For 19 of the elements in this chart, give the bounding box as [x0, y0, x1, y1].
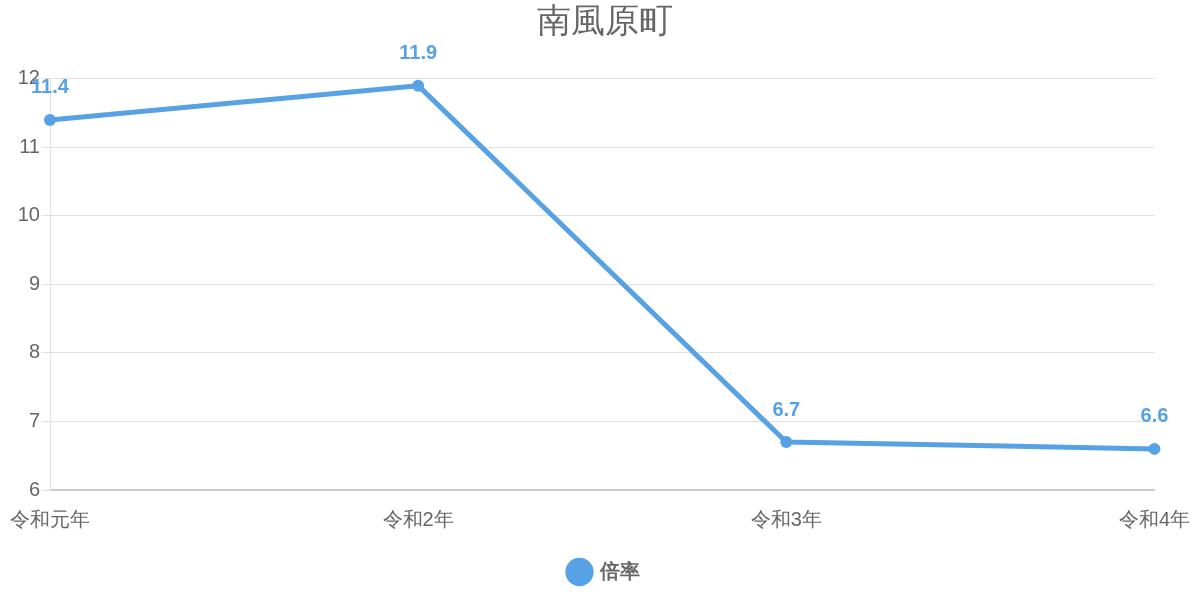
- x-tick-label: 令和元年: [10, 507, 90, 530]
- point: [412, 79, 425, 92]
- y-tick-label: 10: [17, 203, 40, 226]
- x-tick-label: 令和4年: [1118, 507, 1190, 530]
- y-tick-label: 9: [28, 271, 40, 294]
- y-tick-label: 7: [28, 408, 40, 431]
- point: [44, 113, 56, 126]
- y-tick-label: 6: [28, 477, 40, 500]
- chart-title: 南風原町: [536, 0, 673, 39]
- y-tick-label: 11: [19, 134, 40, 157]
- x-tick-label: 令和3年: [750, 507, 822, 530]
- data-label: 6.7: [772, 397, 801, 420]
- legend-label: 倍率: [598, 559, 640, 582]
- data-label: 11.9: [399, 41, 438, 64]
- point: [1148, 442, 1161, 455]
- point: [780, 436, 793, 449]
- data-label: 6.6: [1140, 404, 1169, 427]
- x-tick-label: 令和2年: [382, 507, 454, 530]
- y-tick-label: 8: [28, 340, 40, 363]
